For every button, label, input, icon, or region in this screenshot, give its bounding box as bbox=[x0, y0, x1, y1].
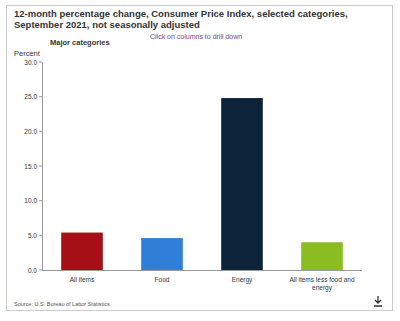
bar[interactable] bbox=[141, 238, 183, 270]
bar[interactable] bbox=[61, 233, 103, 270]
chart: 12-month percentage change, Consumer Pri… bbox=[0, 0, 400, 321]
frame bbox=[7, 6, 393, 311]
y-tick bbox=[39, 200, 42, 201]
x-axis bbox=[42, 270, 362, 271]
y-tick-label: 15.0 bbox=[24, 163, 37, 170]
y-tick-label: 5.0 bbox=[28, 232, 37, 239]
y-axis-label: Percent bbox=[14, 49, 41, 58]
drill-note: Click on columns to drill down bbox=[150, 33, 242, 40]
y-tick-label: 20.0 bbox=[24, 128, 37, 135]
y-tick-label: 0.0 bbox=[28, 267, 37, 274]
title: 12-month percentage change, Consumer Pri… bbox=[14, 8, 348, 30]
y-tick bbox=[39, 131, 42, 132]
bars bbox=[61, 98, 343, 270]
y-tick-label: 25.0 bbox=[24, 93, 37, 100]
x-tick-label: All items bbox=[70, 276, 95, 283]
x-tick-label: Energy bbox=[232, 276, 253, 284]
source: Source: U.S. Bureau of Labor Statistics. bbox=[14, 301, 112, 307]
y-tick-label: 30.0 bbox=[24, 59, 37, 66]
y-tick bbox=[39, 96, 42, 97]
y-axis bbox=[42, 62, 43, 270]
y-tick bbox=[39, 235, 42, 236]
x-tick-label: All items less food andenergy bbox=[289, 276, 354, 292]
x-tick-label: Food bbox=[155, 276, 170, 283]
download-icon[interactable] bbox=[374, 296, 382, 306]
y-tick-label: 10.0 bbox=[24, 197, 37, 204]
bar[interactable] bbox=[221, 98, 263, 270]
bar[interactable] bbox=[301, 242, 343, 270]
y-tick bbox=[39, 166, 42, 167]
y-tick bbox=[39, 270, 42, 271]
subtitle: Major categories bbox=[50, 38, 110, 47]
y-tick bbox=[39, 62, 42, 63]
